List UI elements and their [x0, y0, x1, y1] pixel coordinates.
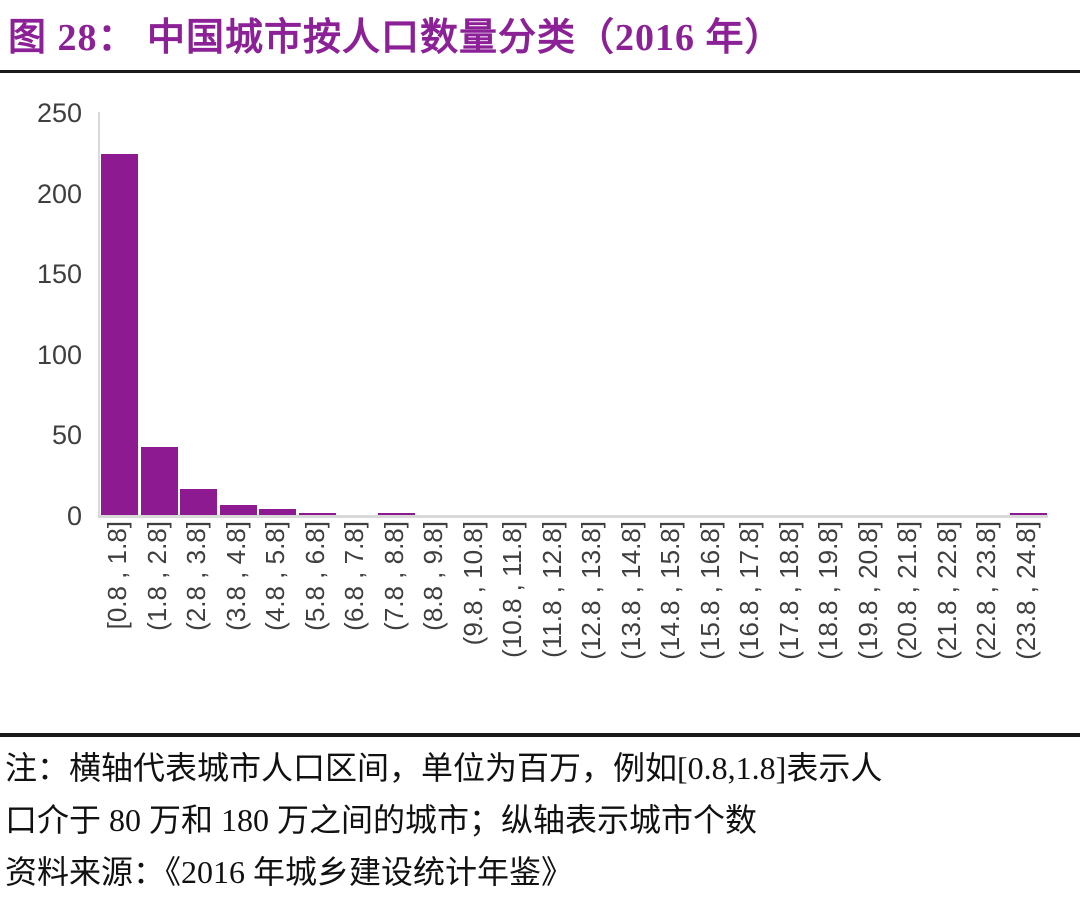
x-tick-label: (5.8 , 6.8]	[299, 521, 330, 631]
y-tick-label: 100	[36, 339, 82, 370]
bar-slot	[495, 112, 535, 515]
x-tick-label: (8.8 , 9.8]	[418, 521, 449, 631]
x-tick-label: (2.8 , 3.8]	[181, 521, 212, 631]
bar-slot	[614, 112, 654, 515]
bar-slot	[653, 112, 693, 515]
x-tick-label: (4.8 , 5.8]	[260, 521, 291, 631]
bar-slot	[851, 112, 891, 515]
x-label-slot: (17.8 , 18.8]	[770, 521, 810, 726]
bar-slot	[811, 112, 851, 515]
x-tick-label: [0.8 , 1.8]	[102, 521, 133, 630]
bar-slot	[693, 112, 733, 515]
x-tick-label: (6.8 , 7.8]	[339, 521, 370, 631]
x-tick-label: (21.8 , 22.8]	[931, 521, 962, 660]
bar-slot	[772, 112, 812, 515]
note-line-1: 注：横轴代表城市人口区间，单位为百万，例如[0.8,1.8]表示人	[5, 750, 883, 786]
x-tick-label: (20.8 , 21.8]	[892, 521, 923, 660]
x-tick-label: (16.8 , 17.8]	[734, 521, 765, 660]
note-line-2: 口介于 80 万和 180 万之间的城市；纵轴表示城市个数	[5, 802, 758, 838]
title-underline-rule	[0, 70, 1080, 73]
x-label-slot: (12.8 , 13.8]	[572, 521, 612, 726]
x-label-slot: (5.8 , 6.8]	[296, 521, 336, 726]
bar	[259, 509, 297, 515]
bar-slot	[337, 112, 377, 515]
y-tick-label: 50	[51, 420, 82, 451]
bar-slot	[732, 112, 772, 515]
bar-slot	[219, 112, 259, 515]
x-label-slot: (8.8 , 9.8]	[414, 521, 454, 726]
plot-area	[98, 112, 1048, 518]
y-tick-label: 200	[36, 178, 82, 209]
x-tick-label: (9.8 , 10.8]	[457, 521, 488, 646]
x-tick-label: (22.8 , 23.8]	[971, 521, 1002, 660]
x-tick-label: (7.8 , 8.8]	[378, 521, 409, 631]
x-label-slot: (18.8 , 19.8]	[809, 521, 849, 726]
bar	[1009, 513, 1047, 515]
x-tick-label: (1.8 , 2.8]	[141, 521, 172, 631]
x-label-slot: (13.8 , 14.8]	[612, 521, 652, 726]
x-tick-label: (19.8 , 20.8]	[852, 521, 883, 660]
bar-slot	[456, 112, 496, 515]
x-label-slot: (2.8 , 3.8]	[177, 521, 217, 726]
x-label-slot: (15.8 , 16.8]	[691, 521, 731, 726]
bar-slot	[1009, 112, 1049, 515]
x-tick-label: (11.8 , 12.8]	[536, 521, 567, 658]
x-label-slot: (9.8 , 10.8]	[454, 521, 494, 726]
bar-slot	[930, 112, 970, 515]
x-label-slot: (21.8 , 22.8]	[928, 521, 968, 726]
bar	[298, 513, 336, 515]
x-tick-label: (3.8 , 4.8]	[220, 521, 251, 631]
bar	[101, 154, 139, 515]
x-tick-label: (17.8 , 18.8]	[773, 521, 804, 660]
bar-slot	[100, 112, 140, 515]
bar-slot	[377, 112, 417, 515]
x-label-slot: (11.8 , 12.8]	[533, 521, 573, 726]
bar-slot	[969, 112, 1009, 515]
bar-slot	[179, 112, 219, 515]
bar	[180, 489, 218, 515]
x-axis-labels: [0.8 , 1.8] (1.8 , 2.8] (2.8 , 3.8] (3.8 , …	[98, 521, 1046, 726]
x-label-slot: (7.8 , 8.8]	[375, 521, 415, 726]
bar-slot	[140, 112, 180, 515]
bar-slot	[416, 112, 456, 515]
x-tick-label: (15.8 , 16.8]	[694, 521, 725, 660]
note-line-3: 资料来源：《2016 年城乡建设统计年鉴》	[5, 854, 574, 890]
x-label-slot: [0.8 , 1.8]	[98, 521, 138, 726]
y-tick-label: 150	[36, 259, 82, 290]
x-label-slot: (14.8 , 15.8]	[651, 521, 691, 726]
x-tick-label: (12.8 , 13.8]	[576, 521, 607, 660]
x-label-slot: (19.8 , 20.8]	[849, 521, 889, 726]
y-axis: 0 50 100 150 200 250	[0, 0, 88, 540]
bar-slot	[535, 112, 575, 515]
x-label-slot: (4.8 , 5.8]	[256, 521, 296, 726]
bar-slot	[890, 112, 930, 515]
bar-slot	[258, 112, 298, 515]
figure-notes: 注：横轴代表城市人口区间，单位为百万，例如[0.8,1.8]表示人 口介于 80…	[5, 742, 1075, 898]
bar-slot	[298, 112, 338, 515]
figure-bottom-rule	[0, 733, 1080, 737]
x-label-slot: (1.8 , 2.8]	[138, 521, 178, 726]
x-label-slot: (3.8 , 4.8]	[217, 521, 257, 726]
x-label-slot: (6.8 , 7.8]	[335, 521, 375, 726]
bar	[377, 513, 415, 515]
x-label-slot: (22.8 , 23.8]	[967, 521, 1007, 726]
x-tick-label: (18.8 , 19.8]	[813, 521, 844, 660]
x-tick-label: (13.8 , 14.8]	[615, 521, 646, 660]
y-tick-label: 0	[66, 501, 82, 531]
x-tick-label: (23.8 , 24.8]	[1010, 521, 1041, 660]
x-tick-label: (14.8 , 15.8]	[655, 521, 686, 660]
x-label-slot: (10.8 , 11.8]	[493, 521, 533, 726]
bar	[140, 447, 178, 515]
x-label-slot: (16.8 , 17.8]	[730, 521, 770, 726]
bar	[219, 505, 257, 515]
x-tick-label: (10.8 , 11.8]	[497, 521, 528, 658]
bar-slot	[574, 112, 614, 515]
figure-title: 图 28： 中国城市按人口数量分类（2016 年）	[8, 17, 784, 59]
x-label-slot: (23.8 , 24.8]	[1007, 521, 1047, 726]
y-tick-label: 250	[36, 98, 82, 128]
x-label-slot: (20.8 , 21.8]	[888, 521, 928, 726]
